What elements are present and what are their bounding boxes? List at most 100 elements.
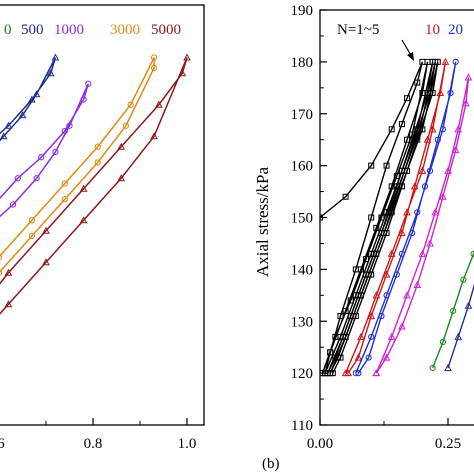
data-point [398,322,406,330]
series-line [0,57,155,273]
data-point [320,214,323,221]
series-5000 [0,53,191,315]
data-point [183,53,191,61]
data-point [342,307,349,314]
data-point [441,57,450,65]
data-point [447,89,454,97]
panel-b-y-tick-label: 170 [291,107,314,123]
data-point [10,201,17,208]
panel-a-x-tick-label: 0.8 [84,436,103,452]
series-line [0,57,188,315]
panel-a: .6 0.8 1.0 0 500 1000 3000 5000 [0,4,205,452]
series-1000 [0,80,92,218]
panel-b-y-tick-label: 120 [291,366,314,382]
data-point [122,122,130,129]
data-point [4,300,13,308]
annotation-arrowhead [407,52,414,61]
data-point [28,232,35,240]
data-point [378,312,385,320]
data-point [365,354,372,361]
data-point [80,96,87,103]
panel-b-ticks: 110 120 130 140 150 160 170 180 190 0.00 0.25 [291,3,462,452]
data-point [354,353,363,361]
panel-b-y-tick-label: 190 [291,3,314,19]
data-point [117,142,126,150]
data-point [342,333,349,340]
data-point [398,250,406,257]
data-point [357,266,364,273]
data-point [46,69,55,77]
data-point [450,307,457,314]
data-point [398,183,405,190]
series-N=1~5 [320,58,426,377]
data-point [388,126,395,133]
data-point [368,271,375,278]
panel-a-x-tick-label: 1.0 [178,436,197,452]
panel-b-y-tick-label: 110 [291,418,313,434]
annotation-cycle-range: N=1~5 [337,22,379,38]
data-point [373,250,380,257]
data-point [352,313,359,320]
series-20 [352,58,459,377]
data-point [52,148,59,156]
data-point [28,95,36,103]
data-point [426,167,434,174]
panel-a-series [0,53,191,315]
data-point [342,193,349,200]
panel-a-x-ticks: .6 0.8 1.0 [0,418,196,452]
panel-b-y-tick-label: 150 [291,211,314,227]
data-point [151,64,158,72]
data-point [28,217,35,224]
data-point [439,338,446,346]
data-point [0,269,3,276]
data-point [352,370,359,377]
series-line [0,57,57,142]
data-point [434,136,441,143]
data-point [373,224,380,231]
panel-b-series [320,57,474,377]
data-point [18,111,27,119]
data-point [403,291,411,299]
data-point [383,292,390,299]
data-point [14,175,21,182]
panel-label: (b) [262,456,280,472]
data-point [344,369,353,377]
legend-entry: 3000 [110,22,140,38]
data-point [42,226,50,234]
data-point [4,121,13,129]
panel-b-y-tick-label: 160 [291,159,314,175]
data-point [0,254,3,260]
data-point [388,209,395,216]
annotation-cycle-20: 20 [448,22,463,38]
legend-entry: 1000 [54,22,84,38]
data-point [150,132,158,140]
data-point [444,166,452,174]
series-unlabeled [372,73,473,377]
data-point [393,271,400,278]
data-point [383,162,390,169]
data-point [117,174,126,182]
series-line [320,61,424,374]
series-unlabeled [444,283,474,371]
data-point [419,126,426,133]
data-point [0,132,8,140]
data-point [423,135,432,143]
data-point [398,121,405,128]
data-point [85,80,92,87]
series-line [344,61,447,374]
legend-entry: 5000 [151,22,181,38]
data-point [355,370,362,377]
data-point [372,369,381,377]
data-point [154,100,163,108]
data-point [460,276,467,283]
data-point [414,79,421,86]
data-point [431,208,440,216]
data-point [178,69,187,77]
data-point [410,182,419,190]
data-point [51,53,60,61]
data-point [382,353,391,361]
data-point [329,370,336,377]
data-point [451,146,460,154]
data-point [383,230,390,237]
panel-a-x-tick-label: .6 [0,436,5,452]
